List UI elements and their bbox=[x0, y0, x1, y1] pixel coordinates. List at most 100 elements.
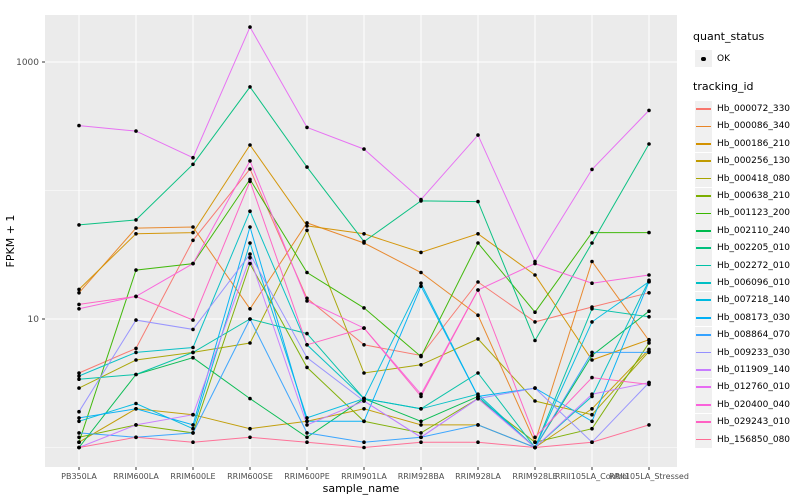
x-tick-label: RRII105LA_Stressed bbox=[609, 472, 689, 481]
legend-item-Hb_000256_130: Hb_000256_130 bbox=[682, 152, 800, 170]
legend-item-Hb_002205_010: Hb_002205_010 bbox=[682, 239, 800, 257]
legend-label: Hb_156850_080 bbox=[717, 434, 791, 445]
legend-label: Hb_002110_240 bbox=[717, 225, 791, 236]
legend-label: Hb_029243_010 bbox=[717, 417, 791, 428]
legend-key-swatch bbox=[695, 309, 712, 327]
series-points-Hb_000186_210 bbox=[77, 143, 651, 362]
y-axis-title: FPKM + 1 bbox=[4, 215, 17, 268]
x-tick-label: PB350LA bbox=[61, 472, 97, 481]
legend-line-icon bbox=[696, 229, 711, 232]
legend-label: Hb_006096_010 bbox=[717, 277, 791, 288]
legend-line-icon bbox=[696, 264, 711, 267]
legend-line-icon bbox=[696, 351, 711, 354]
legend-line-icon bbox=[696, 247, 711, 249]
legend-label: Hb_009233_030 bbox=[717, 347, 791, 358]
legend: quant_status OK tracking_id Hb_000072_33… bbox=[682, 30, 800, 448]
legend-key-swatch bbox=[695, 361, 712, 379]
series-points-Hb_002205_010 bbox=[77, 85, 651, 343]
legend-tracking-id-items: Hb_000072_330 Hb_000086_340 Hb_000186_210 H… bbox=[682, 100, 800, 448]
x-tick-label: RRIM600LE bbox=[170, 472, 215, 481]
x-tick-label: RRIM600SE bbox=[227, 472, 273, 481]
legend-item-Hb_000638_210: Hb_000638_210 bbox=[682, 187, 800, 205]
legend-key-swatch bbox=[695, 222, 712, 240]
legend-item-Hb_029243_010: Hb_029243_010 bbox=[682, 413, 800, 431]
legend-key-swatch bbox=[695, 204, 712, 222]
legend-item-Hb_000072_330: Hb_000072_330 bbox=[682, 100, 800, 118]
legend-line-icon bbox=[696, 142, 711, 145]
axes: 10 1000 PB350LA RRIM600LA RRIM600LE RRIM600SE… bbox=[4, 58, 689, 495]
legend-line-icon bbox=[696, 282, 711, 284]
legend-key-swatch bbox=[695, 378, 712, 396]
x-tick-label: RRIM928LE bbox=[512, 472, 557, 481]
legend-line-icon bbox=[696, 421, 711, 423]
legend-line-icon bbox=[696, 195, 711, 197]
x-tick-label: RRIM928BA bbox=[398, 472, 445, 481]
legend-key-ok bbox=[695, 50, 712, 68]
series-points-Hb_029243_010 bbox=[77, 179, 651, 440]
legend-label: Hb_000072_330 bbox=[717, 104, 791, 115]
legend-label: Hb_000256_130 bbox=[717, 156, 791, 167]
y-tick-label: 1000 bbox=[16, 58, 39, 68]
legend-key-swatch bbox=[695, 239, 712, 257]
legend-item-Hb_008864_070: Hb_008864_070 bbox=[682, 326, 800, 344]
legend-line-icon bbox=[696, 334, 711, 336]
legend-key-swatch bbox=[695, 344, 712, 362]
ok-point-icon bbox=[701, 56, 706, 61]
legend-line-icon bbox=[696, 438, 711, 441]
x-tick-label: RRIM600LA bbox=[113, 472, 159, 481]
x-tick-label: RRII105LA_Control bbox=[555, 472, 629, 481]
legend-key-swatch bbox=[695, 152, 712, 170]
legend-label: Hb_000186_210 bbox=[717, 138, 791, 149]
legend-label: Hb_000418_080 bbox=[717, 173, 791, 184]
legend-item-Hb_020400_040: Hb_020400_040 bbox=[682, 396, 800, 414]
legend-item-Hb_000086_340: Hb_000086_340 bbox=[682, 117, 800, 135]
legend-item-Hb_001123_200: Hb_001123_200 bbox=[682, 204, 800, 222]
legend-label: Hb_001123_200 bbox=[717, 208, 791, 219]
legend-item-Hb_009233_030: Hb_009233_030 bbox=[682, 344, 800, 362]
legend-line-icon bbox=[696, 386, 711, 389]
legend-label: Hb_002272_010 bbox=[717, 260, 791, 271]
x-tick-label: RRIM928LA bbox=[455, 472, 501, 481]
legend-key-swatch bbox=[695, 170, 712, 188]
legend-item-quant-ok: OK bbox=[682, 50, 800, 68]
legend-label: Hb_008864_070 bbox=[717, 330, 791, 341]
legend-key-swatch bbox=[695, 274, 712, 292]
legend-key-swatch bbox=[695, 431, 712, 448]
series-points-Hb_156850_080 bbox=[77, 423, 651, 450]
legend-item-Hb_011909_140: Hb_011909_140 bbox=[682, 361, 800, 379]
legend-item-Hb_156850_080: Hb_156850_080 bbox=[682, 431, 800, 448]
legend-key-swatch bbox=[695, 257, 712, 275]
legend-item-Hb_002110_240: Hb_002110_240 bbox=[682, 222, 800, 240]
legend-line-icon bbox=[696, 108, 711, 110]
legend-line-icon bbox=[696, 160, 711, 163]
legend-item-Hb_002272_010: Hb_002272_010 bbox=[682, 257, 800, 275]
legend-label-ok: OK bbox=[717, 53, 730, 64]
legend-label: Hb_012760_010 bbox=[717, 382, 791, 393]
legend-title-quant-status: quant_status bbox=[693, 30, 765, 43]
y-tick-label: 10 bbox=[28, 315, 40, 325]
legend-key-swatch bbox=[695, 396, 712, 414]
legend-line-icon bbox=[696, 299, 711, 302]
legend-line-icon bbox=[696, 177, 711, 180]
legend-label: Hb_000638_210 bbox=[717, 191, 791, 202]
legend-line-icon bbox=[696, 403, 711, 406]
legend-label: Hb_008173_030 bbox=[717, 312, 791, 323]
x-tick-label: RRIM600PE bbox=[284, 472, 330, 481]
plot-panel bbox=[45, 15, 677, 467]
legend-label: Hb_000086_340 bbox=[717, 121, 791, 132]
legend-item-Hb_007218_140: Hb_007218_140 bbox=[682, 291, 800, 309]
legend-label: Hb_002205_010 bbox=[717, 243, 791, 254]
legend-key-swatch bbox=[695, 291, 712, 309]
legend-label: Hb_007218_140 bbox=[717, 295, 791, 306]
legend-item-Hb_000418_080: Hb_000418_080 bbox=[682, 170, 800, 188]
legend-line-icon bbox=[696, 369, 711, 371]
legend-label: Hb_020400_040 bbox=[717, 399, 791, 410]
legend-key-swatch bbox=[695, 187, 712, 205]
legend-item-Hb_000186_210: Hb_000186_210 bbox=[682, 135, 800, 153]
legend-key-swatch bbox=[695, 100, 712, 118]
x-tick-label: RRIM901LA bbox=[341, 472, 387, 481]
legend-line-icon bbox=[696, 212, 711, 215]
legend-key-swatch bbox=[695, 135, 712, 153]
